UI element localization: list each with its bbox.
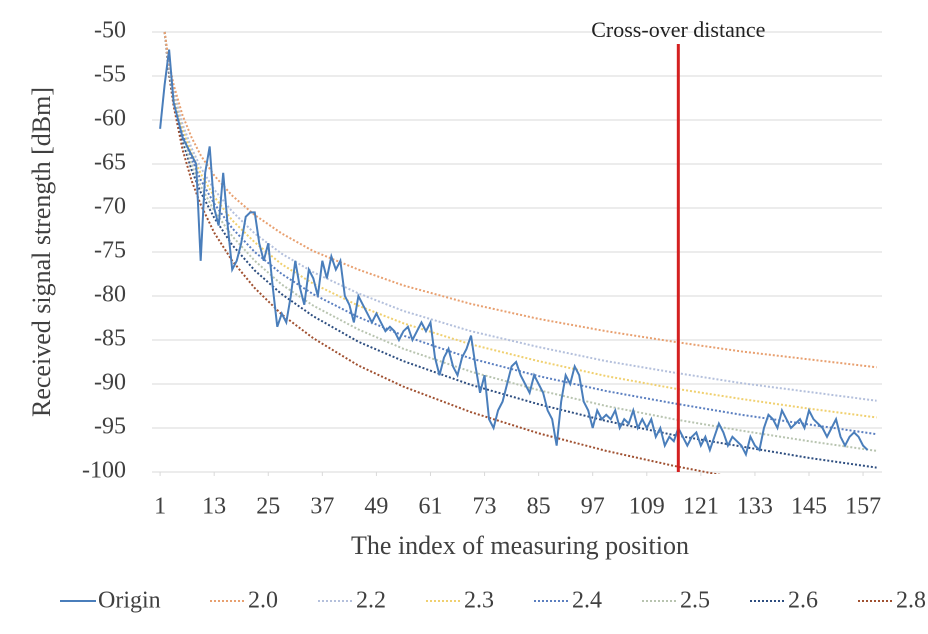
x-tick-label: 61 bbox=[418, 494, 442, 520]
x-tick-label: 109 bbox=[629, 494, 665, 520]
legend-label: 2.8 bbox=[896, 588, 926, 614]
x-tick-label: 85 bbox=[527, 494, 551, 520]
y-tick-label: -60 bbox=[94, 106, 126, 132]
fit-curve bbox=[163, 31, 877, 452]
legend-label: 2.4 bbox=[572, 588, 602, 614]
y-tick-label: -90 bbox=[94, 370, 126, 396]
x-tick-label: 133 bbox=[737, 494, 773, 520]
x-tick-label: 1 bbox=[154, 494, 166, 520]
x-tick-label: 73 bbox=[473, 494, 497, 520]
data-line bbox=[159, 49, 869, 458]
fit-curve bbox=[163, 31, 721, 474]
x-tick-label: 145 bbox=[791, 494, 827, 520]
fit-curve bbox=[163, 31, 877, 469]
legend-label: 2.6 bbox=[788, 588, 818, 614]
foreground: -50 -55 -60 -65 -70 -75 -80 -85 -90 -95 -100 1 13 25 3… bbox=[60, 17, 926, 614]
y-tick-label: -50 bbox=[94, 18, 126, 44]
legend-label: Origin bbox=[98, 588, 161, 614]
y-tick-label: -65 bbox=[94, 150, 126, 176]
y-tick-label: -55 bbox=[94, 62, 126, 88]
y-tick-label: -95 bbox=[94, 414, 126, 440]
x-tick-label: 25 bbox=[256, 494, 280, 520]
plot-area bbox=[159, 31, 877, 474]
y-tick-label: -70 bbox=[94, 194, 126, 220]
annotation-label: Cross-over distance bbox=[591, 17, 765, 42]
x-tick-label: 121 bbox=[683, 494, 719, 520]
legend-label: 2.0 bbox=[248, 588, 278, 614]
fit-curve bbox=[163, 31, 877, 436]
y-tick-label: -85 bbox=[94, 326, 126, 352]
fit-curve bbox=[163, 31, 877, 419]
x-tick-label: 157 bbox=[845, 494, 881, 520]
y-tick-label: -80 bbox=[94, 282, 126, 308]
fit-curve bbox=[163, 31, 877, 402]
y-tick-label: -75 bbox=[94, 238, 126, 264]
legend-label: 2.2 bbox=[356, 588, 386, 614]
x-axis-title: The index of measuring position bbox=[351, 531, 689, 560]
legend-label: 2.3 bbox=[464, 588, 494, 614]
x-tick-label: 97 bbox=[581, 494, 605, 520]
x-tick-label: 37 bbox=[310, 494, 334, 520]
x-tick-label: 49 bbox=[364, 494, 388, 520]
y-tick-label: -100 bbox=[82, 458, 126, 484]
fit-curve bbox=[163, 31, 877, 369]
y-axis-title: Received signal strength [dBm] bbox=[27, 87, 56, 417]
legend-label: 2.5 bbox=[680, 588, 710, 614]
x-tick-label: 13 bbox=[202, 494, 226, 520]
